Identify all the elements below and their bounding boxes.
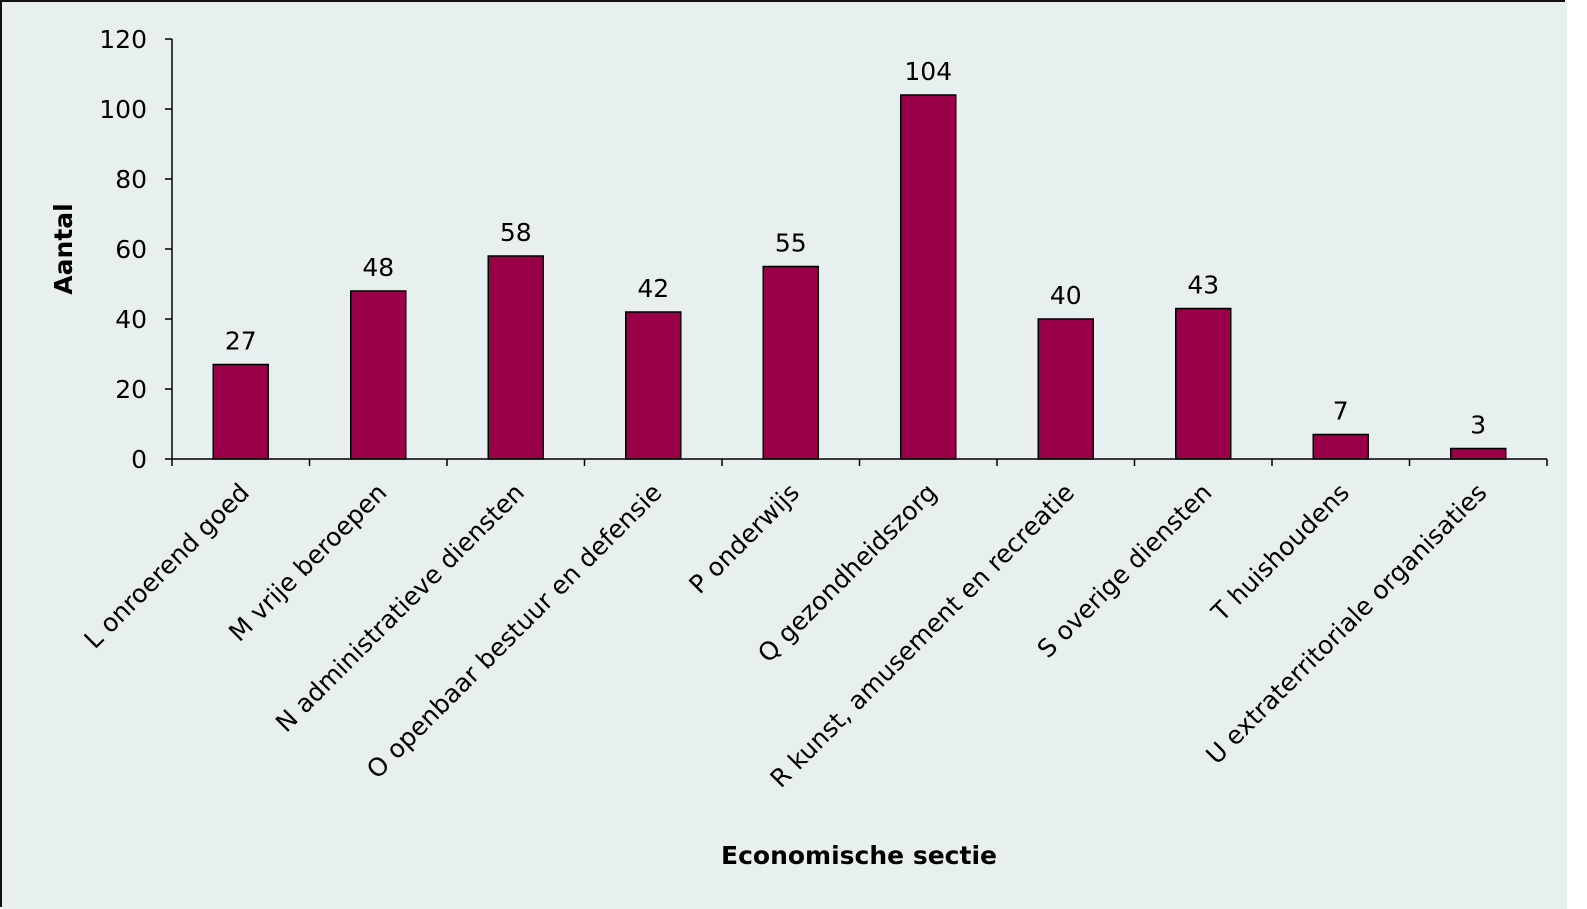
data-label-3: 58 (500, 218, 532, 247)
y-tick-label: 120 (99, 25, 147, 54)
bar-8 (1175, 307, 1232, 460)
bars-layer (212, 94, 1507, 460)
data-label-2: 48 (362, 253, 394, 282)
ticks-layer (165, 38, 1548, 466)
y-tick-label: 60 (115, 235, 147, 264)
y-tick-label: 100 (99, 95, 147, 124)
data-label-6: 104 (904, 57, 952, 86)
bar-4 (625, 311, 682, 460)
data-label-1: 27 (225, 327, 257, 356)
data-label-8: 43 (1187, 271, 1219, 300)
data-label-5: 55 (775, 229, 807, 258)
bar-1 (212, 363, 269, 460)
bar-7 (1037, 318, 1094, 460)
y-tick-label: 0 (131, 445, 147, 474)
bar-3 (487, 255, 544, 460)
data-label-4: 42 (637, 274, 669, 303)
data-label-7: 40 (1050, 281, 1082, 310)
bar-9 (1312, 433, 1369, 460)
data-label-9: 7 (1333, 397, 1349, 426)
data-label-10: 3 (1470, 411, 1486, 440)
y-tick-label: 40 (115, 305, 147, 334)
y-tick-label: 20 (115, 375, 147, 404)
y-tick-label: 80 (115, 165, 147, 194)
x-axis-title: Economische sectie (721, 841, 997, 870)
bar-6 (900, 94, 957, 460)
y-axis-title: Aantal (49, 203, 78, 294)
bar-2 (350, 290, 407, 460)
bar-10 (1450, 447, 1507, 460)
bar-5 (762, 265, 819, 460)
